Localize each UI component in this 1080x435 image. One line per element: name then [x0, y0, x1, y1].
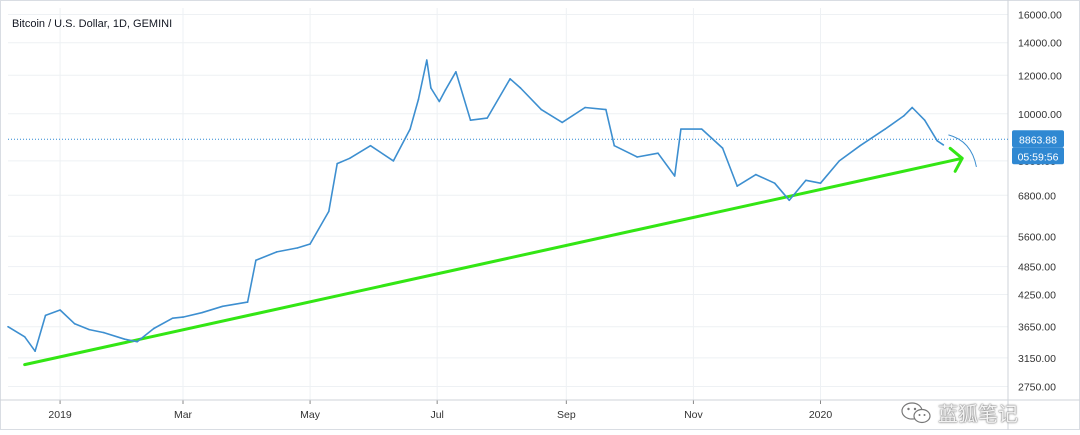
price-point [275, 251, 278, 253]
price-point [221, 305, 224, 308]
price-point [819, 182, 822, 184]
price-point [700, 128, 703, 130]
price-point [88, 328, 91, 331]
y-tick-label: 16000.00 [1018, 10, 1062, 22]
price-point [540, 108, 543, 111]
y-tick-label: 14000.00 [1018, 38, 1062, 50]
y-tick-label: 5600.00 [1018, 231, 1056, 243]
price-point [721, 147, 724, 149]
y-tick-label: 10000.00 [1018, 109, 1062, 121]
price-point [673, 175, 676, 177]
watermark: 蓝狐笔记 [900, 398, 1018, 427]
price-point [103, 331, 105, 334]
price-point [444, 89, 447, 91]
x-tick-label: 2019 [48, 409, 72, 421]
projection-arc [948, 134, 977, 168]
chart-title: Bitcoin / U.S. Dollar, 1D, GEMINI [12, 18, 173, 30]
trend-line [23, 156, 964, 367]
price-label-box [1012, 130, 1064, 148]
price-point [309, 243, 311, 245]
price-point [392, 160, 395, 162]
price-point [859, 144, 861, 147]
price-point [438, 100, 441, 103]
price-point [425, 59, 428, 61]
price-point [59, 309, 61, 311]
x-tick-label: Nov [684, 409, 703, 421]
price-point [884, 128, 886, 130]
price-point [519, 87, 522, 89]
y-tick-label: 3150.00 [1018, 353, 1056, 365]
price-point [348, 157, 351, 160]
price-point [805, 179, 807, 182]
current-price-label: 8863.88 [1019, 134, 1057, 146]
price-point [417, 98, 420, 101]
price-point [788, 199, 791, 202]
y-tick-label: 2750.00 [1018, 382, 1056, 394]
price-point [613, 144, 616, 147]
price-point [200, 311, 203, 314]
price-point [936, 139, 938, 142]
price-point [171, 317, 174, 319]
y-tick-label: 6800.00 [1018, 190, 1056, 202]
x-tick-label: May [300, 409, 321, 421]
price-point [911, 106, 913, 109]
price-point [73, 323, 76, 325]
price-point [469, 119, 472, 122]
price-point [680, 128, 682, 130]
price-point [328, 210, 330, 213]
price-point [296, 247, 299, 249]
x-tick-label: Jul [430, 409, 443, 421]
watermark-text: 蓝狐笔记 [938, 402, 1018, 426]
price-point [509, 78, 511, 80]
price-point [44, 314, 47, 317]
x-tick-label: Sep [557, 409, 576, 421]
countdown-label: 05:59:56 [1018, 151, 1059, 163]
price-point [430, 87, 432, 89]
price-point [486, 117, 488, 119]
y-tick-label: 4850.00 [1018, 262, 1056, 274]
price-point [657, 152, 659, 154]
price-point [123, 338, 126, 341]
price-point [23, 335, 26, 338]
price-series-line [7, 59, 944, 353]
price-point [561, 121, 563, 124]
price-point [942, 144, 945, 146]
price-point [136, 340, 138, 343]
price-point [838, 160, 841, 162]
price-point [903, 115, 905, 117]
price-point [336, 162, 338, 165]
price-point [255, 259, 257, 262]
price-point [455, 70, 457, 73]
price-point [636, 156, 638, 158]
price-point [34, 350, 36, 353]
y-tick-label: 4250.00 [1018, 290, 1056, 302]
price-point [7, 325, 9, 328]
price-point [246, 301, 249, 303]
price-point [773, 182, 776, 184]
price-point [736, 185, 738, 187]
price-point [409, 128, 411, 130]
price-point [369, 144, 372, 147]
price-point [755, 173, 757, 176]
y-tick-label: 3650.00 [1018, 322, 1056, 334]
y-tick-label: 12000.00 [1018, 70, 1062, 82]
x-tick-label: Mar [174, 409, 193, 421]
countdown-label-box [1012, 147, 1064, 165]
price-point [584, 106, 586, 109]
trend-arrowhead [948, 146, 964, 173]
price-point [182, 316, 184, 318]
wechat-icon [901, 401, 931, 423]
price-point [923, 119, 926, 122]
x-tick-label: 2020 [809, 409, 833, 421]
price-point [605, 108, 607, 111]
price-point [153, 327, 155, 330]
